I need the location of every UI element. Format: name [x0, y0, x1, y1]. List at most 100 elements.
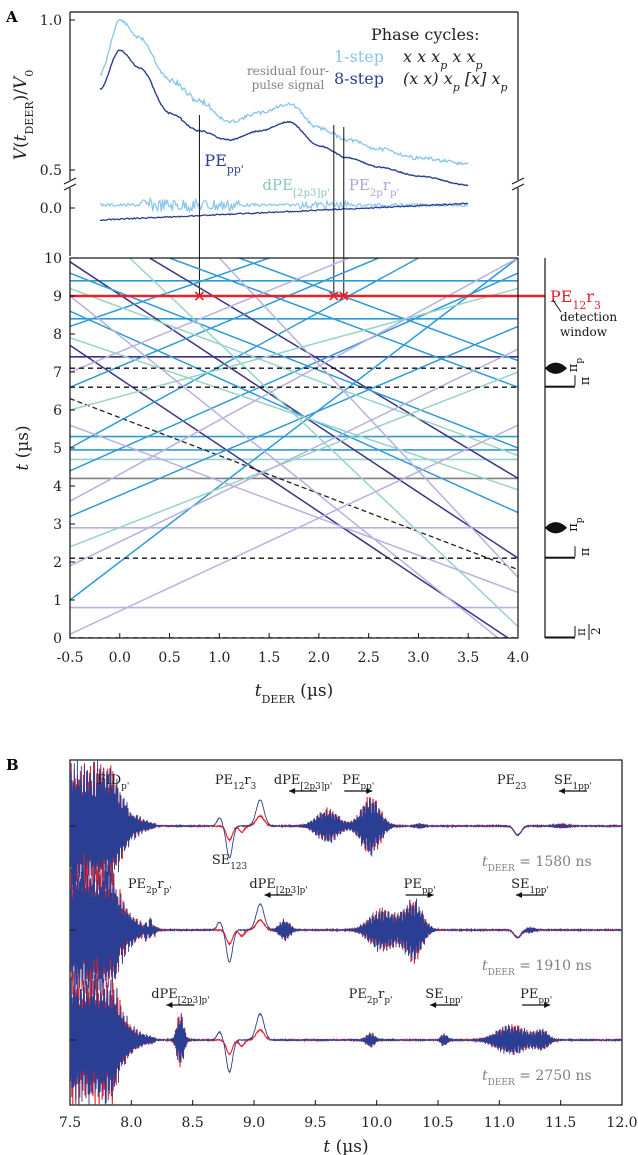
b-x-tick-label: 8.5	[182, 1115, 204, 1131]
b-pathway-label: SE1pp'	[511, 877, 549, 896]
pump-pulse-label: πp	[566, 358, 585, 373]
ylabel-zero: 0	[23, 70, 36, 77]
b-pathway-label: PEpp'	[342, 773, 374, 792]
label-main: PE	[128, 877, 146, 892]
label-sub: 2p	[146, 886, 158, 896]
pi-pulse	[545, 556, 575, 559]
b-arrow-head	[558, 788, 565, 794]
ylabel-sub: DEER	[23, 101, 36, 135]
top-y-axis-label: V(tDEER)/V0	[11, 70, 36, 161]
label-main2: r	[378, 987, 385, 1002]
cycle-sub2: p	[476, 59, 483, 72]
tdeer-value: = 1910 ns	[515, 958, 592, 974]
pump-pulse	[545, 522, 567, 534]
y-tick-label: 5	[53, 441, 62, 457]
residual-annotation: pulse signal	[252, 78, 325, 92]
label-main2: r	[383, 176, 391, 194]
phase-cycles-title: Phase cycles:	[371, 25, 480, 44]
detection-arrow	[552, 299, 562, 313]
b-pathway-label: SE123	[212, 853, 247, 872]
label-main: PE	[550, 287, 572, 306]
y-tick-label: 1	[53, 593, 62, 609]
label-sub: pp'	[422, 886, 436, 896]
pump-sub: p	[575, 517, 585, 523]
x-tick-label: 2.5	[358, 650, 380, 666]
axis-break-gap	[512, 180, 524, 188]
series-1step-lower	[99, 196, 469, 214]
b-arrow-head	[289, 788, 296, 794]
label-sub2: 3	[594, 299, 601, 312]
x-tick-label: 1.0	[208, 650, 230, 666]
label-sub: [2p3]p'	[300, 782, 332, 792]
tdeer-label: tDEER = 2750 ns	[482, 1068, 592, 1088]
pathway-diagonal	[70, 261, 518, 559]
cycle-sub: p	[440, 59, 447, 72]
b-pathway-label: dPE[2p3]p'	[249, 877, 307, 896]
label-sub2: p'	[384, 996, 392, 1006]
b-arrow-head	[166, 1002, 173, 1008]
cycle-sub: p	[453, 81, 460, 94]
label-sub: 1pp'	[444, 996, 463, 1006]
label-sub: 12	[572, 299, 586, 312]
b-pathway-label: PEpp'	[404, 877, 436, 896]
label-sub: [2p3]p'	[293, 188, 330, 199]
b-pathway-label: PE2prp'	[128, 877, 172, 896]
pump-pi: π	[566, 363, 581, 372]
ylabel-part: (	[11, 141, 31, 148]
y-tick-label: 0	[53, 631, 62, 647]
x-tick-label: -0.5	[57, 650, 84, 666]
label-sub: pp'	[361, 782, 375, 792]
y-tick-label: 10	[44, 251, 62, 267]
y-tick-label: 6	[53, 403, 62, 419]
label-sub: 1pp'	[572, 782, 591, 792]
x-tick-label: 3.5	[457, 650, 479, 666]
series-8step-upper	[99, 49, 469, 187]
b-pathway-label: PE2prp'	[349, 987, 393, 1006]
label-pe-pp: PEpp'	[204, 151, 243, 176]
top-y-tick-label: 0.0	[40, 201, 62, 217]
ylabel-part: t	[11, 134, 31, 141]
b-x-tick-label: 7.5	[59, 1115, 81, 1131]
y-tick-label: 2	[53, 555, 62, 571]
y-tick-label: 3	[53, 517, 62, 533]
tdeer-t: t	[482, 958, 488, 974]
tdeer-sub: DEER	[488, 1078, 515, 1088]
pathway-diagonal	[70, 272, 518, 449]
pathway-diagonal	[218, 258, 518, 578]
label-main: PE	[215, 773, 233, 788]
label-main: dPE	[151, 987, 178, 1002]
label-main: SE	[511, 877, 529, 892]
label-sub: pp'	[538, 996, 552, 1006]
pathway-diagonal	[238, 258, 518, 362]
axis-break-mark	[63, 177, 77, 185]
y-tick-label: 9	[53, 289, 62, 305]
label-main2: r	[157, 877, 164, 892]
pump-pulse-label: πp	[566, 517, 585, 532]
b-pathway-label: PE23	[497, 773, 526, 792]
axis-break-mark	[63, 183, 77, 191]
b-arrow-head	[430, 1002, 437, 1008]
panel-a-pathway-plot: -0.5 0.0 0.5 1.0 1.5 2.0 2.5 3.0 3.5 4.0012345678…	[13, 251, 617, 706]
pathway-lines	[70, 258, 518, 638]
pump-pi: π	[566, 523, 581, 532]
tdeer-label: tDEER = 1580 ns	[482, 854, 592, 874]
y-tick-label: 8	[53, 327, 62, 343]
b-pathway-label: PEpp'	[520, 987, 552, 1006]
top-y-tick-label: 0.5	[40, 163, 62, 179]
label-sub: pp'	[227, 163, 244, 176]
series-8step-lower	[99, 202, 469, 222]
label-sub: 2p	[370, 188, 383, 199]
cycle-a: (x x) x	[403, 69, 453, 88]
ylabel-part: V	[11, 146, 31, 160]
label-main: SE	[554, 773, 572, 788]
b-xlabel-unit: (µs)	[330, 1137, 368, 1155]
pathway-diagonal	[70, 310, 518, 514]
label-dpe: dPE[2p3]p'	[262, 176, 329, 199]
y-tick-label: 4	[53, 479, 62, 495]
tdeer-t: t	[482, 1068, 488, 1084]
cycle-b: [x] x	[460, 69, 501, 88]
pi-pulse	[545, 636, 575, 639]
tdeer-sub: DEER	[488, 968, 515, 978]
label-pe2p: PE2prp'	[349, 176, 400, 199]
